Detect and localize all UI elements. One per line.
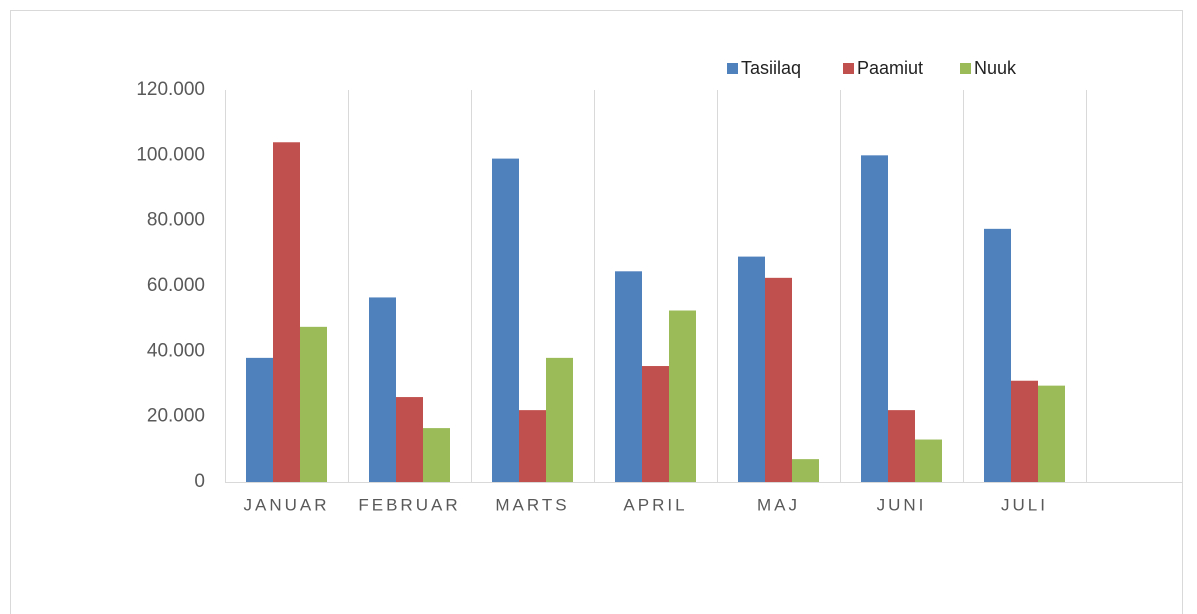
bar <box>423 428 450 482</box>
y-tick-label: 40.000 <box>147 340 205 361</box>
bar <box>738 256 765 482</box>
y-tick-label: 120.000 <box>136 79 205 100</box>
legend-label: Nuuk <box>974 58 1017 78</box>
y-tick-label: 100.000 <box>136 144 205 165</box>
y-tick-label: 60.000 <box>147 275 205 296</box>
x-tick-label: FEBRUAR <box>358 495 460 514</box>
bar <box>519 410 546 482</box>
bar <box>669 310 696 482</box>
bar <box>492 158 519 482</box>
bar <box>888 410 915 482</box>
x-tick-label: JANUAR <box>243 495 329 514</box>
bar <box>546 357 573 482</box>
legend-swatch <box>727 63 738 74</box>
x-tick-label: MARTS <box>495 495 569 514</box>
bar <box>615 271 642 482</box>
y-tick-label: 80.000 <box>147 210 205 231</box>
y-tick-label: 20.000 <box>147 406 205 427</box>
bar <box>369 297 396 482</box>
x-tick-label: JUNI <box>877 495 927 514</box>
bar <box>1038 385 1065 482</box>
x-tick-label: APRIL <box>623 495 687 514</box>
bar <box>765 277 792 482</box>
legend-label: Tasiilaq <box>741 58 801 78</box>
bar <box>1011 380 1038 482</box>
bar <box>915 439 942 482</box>
x-tick-label: MAJ <box>757 495 800 514</box>
legend-label: Paamiut <box>857 58 923 78</box>
y-tick-label: 0 <box>194 471 205 492</box>
bar <box>792 459 819 482</box>
bar <box>984 228 1011 482</box>
bar <box>273 142 300 482</box>
legend-swatch <box>843 63 854 74</box>
bar <box>642 366 669 482</box>
bar <box>861 155 888 483</box>
legend-swatch <box>960 63 971 74</box>
bar <box>246 357 273 482</box>
bar <box>396 397 423 482</box>
x-tick-label: JULI <box>1001 495 1048 514</box>
bar <box>300 326 327 482</box>
